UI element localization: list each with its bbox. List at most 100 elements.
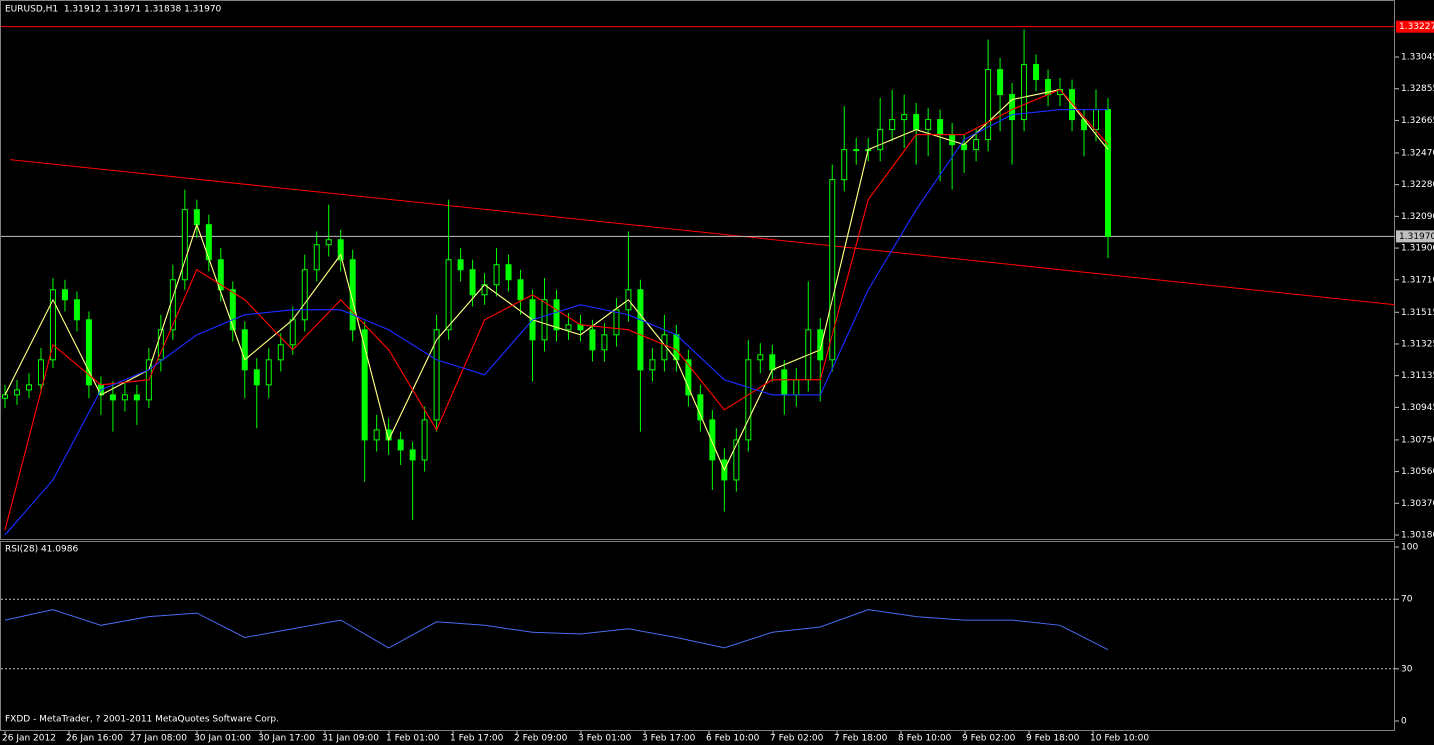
- candle-body: [769, 354, 776, 371]
- candle-body: [25, 384, 32, 391]
- candle-body: [901, 114, 908, 121]
- y-tick-label: 1.32855: [1401, 84, 1434, 94]
- main-panel-frame: [0, 0, 1395, 540]
- x-tick-label: 9 Feb 02:00: [962, 734, 1016, 744]
- candle-body: [133, 394, 140, 401]
- candle-body: [709, 419, 716, 461]
- candle-body: [457, 259, 464, 271]
- rsi-tick-label: 70: [1401, 595, 1413, 605]
- moving-average: [4, 109, 1108, 536]
- candle-body: [553, 299, 560, 331]
- rsi-tick-label: 0: [1401, 717, 1407, 727]
- candle-body: [49, 289, 56, 361]
- candle-body: [925, 119, 932, 131]
- y-tick-label: 1.30180: [1401, 530, 1434, 540]
- candle-body: [109, 394, 116, 401]
- moving-average: [4, 88, 1109, 531]
- candle-body: [73, 299, 80, 321]
- moving-average: [4, 89, 1109, 472]
- candle-body: [193, 209, 200, 226]
- y-tick-label: 1.32090: [1401, 212, 1434, 222]
- y-tick-label: 1.33045: [1401, 53, 1434, 63]
- candle-body: [1021, 64, 1028, 121]
- candle-body: [1105, 109, 1111, 237]
- candle-body: [817, 329, 824, 361]
- x-tick-label: 3 Feb 01:00: [578, 734, 632, 744]
- candle-body: [889, 119, 896, 131]
- y-tick-label: 1.32665: [1401, 116, 1434, 126]
- rsi-title: RSI(28) 41.0986: [5, 545, 78, 555]
- footer: FXDD - MetaTrader, ? 2001-2011 MetaQuote…: [5, 715, 279, 725]
- x-tick-label: 3 Feb 17:00: [642, 734, 696, 744]
- x-tick-label: 30 Jan 01:00: [194, 734, 251, 744]
- y-tick-label: 1.31515: [1401, 308, 1434, 318]
- candle-body: [541, 299, 548, 341]
- x-tick-label: 8 Feb 10:00: [898, 734, 952, 744]
- candle-body: [733, 439, 740, 481]
- candle-body: [37, 359, 44, 386]
- candle-body: [181, 209, 188, 281]
- candle-body: [169, 279, 176, 331]
- candle-body: [985, 69, 992, 141]
- x-tick-label: 31 Jan 09:00: [322, 734, 379, 744]
- x-tick-label: 26 Jan 16:00: [66, 734, 123, 744]
- x-tick-label: 10 Feb 10:00: [1090, 734, 1149, 744]
- candle-body: [853, 149, 860, 152]
- rsi-tick-label: 30: [1401, 664, 1413, 674]
- candle-body: [229, 289, 236, 331]
- candle-body: [61, 289, 68, 301]
- candle-body: [1009, 94, 1016, 121]
- candle-body: [673, 334, 680, 361]
- candle-body: [685, 359, 692, 396]
- x-tick-label: 27 Jan 08:00: [130, 734, 187, 744]
- candle-body: [505, 264, 512, 281]
- y-tick-label: 1.32470: [1401, 148, 1434, 158]
- candle-body: [421, 419, 428, 461]
- candle-body: [997, 69, 1004, 96]
- y-tick-label: 1.32280: [1401, 180, 1434, 190]
- candle-body: [877, 129, 884, 151]
- candle-body: [841, 149, 848, 181]
- candle-body: [361, 329, 368, 441]
- candle-body: [301, 269, 308, 321]
- rsi-panel-frame: [0, 541, 1395, 731]
- x-tick-label: 30 Jan 17:00: [258, 734, 315, 744]
- candle-body: [121, 394, 128, 401]
- x-tick-label: 9 Feb 18:00: [1026, 734, 1080, 744]
- candle-body: [937, 119, 944, 136]
- candle-body: [757, 354, 764, 361]
- candle-body: [517, 279, 524, 301]
- candle-body: [253, 369, 260, 386]
- candle-body: [589, 329, 596, 351]
- candle-body: [349, 259, 356, 331]
- candle-body: [85, 319, 92, 386]
- candle-body: [1033, 64, 1040, 81]
- y-tick-label: 1.31900: [1401, 244, 1434, 254]
- price-line-label: 1.31970: [1399, 232, 1434, 242]
- candle-body: [409, 449, 416, 461]
- rsi-tick-label: 100: [1401, 543, 1418, 553]
- candle-body: [601, 334, 608, 351]
- x-tick-label: 1 Feb 17:00: [450, 734, 504, 744]
- candle-body: [217, 259, 224, 291]
- candle-body: [949, 134, 956, 146]
- candle-body: [829, 179, 836, 361]
- candle-body: [793, 379, 800, 396]
- candle-body: [565, 324, 572, 331]
- candle-body: [493, 264, 500, 286]
- y-tick-label: 1.31135: [1401, 371, 1434, 381]
- candle-body: [337, 239, 344, 261]
- candle-body: [397, 439, 404, 451]
- candle-body: [313, 244, 320, 271]
- candle-body: [577, 324, 584, 331]
- y-tick-label: 1.30945: [1401, 403, 1434, 413]
- candle-body: [373, 429, 380, 441]
- candle-body: [445, 259, 452, 331]
- candle-body: [241, 329, 248, 371]
- y-tick-label: 1.30370: [1401, 499, 1434, 509]
- y-tick-label: 1.31710: [1401, 275, 1434, 285]
- candle-body: [637, 289, 644, 371]
- trendline: [9, 159, 1396, 306]
- candle-body: [2, 394, 8, 399]
